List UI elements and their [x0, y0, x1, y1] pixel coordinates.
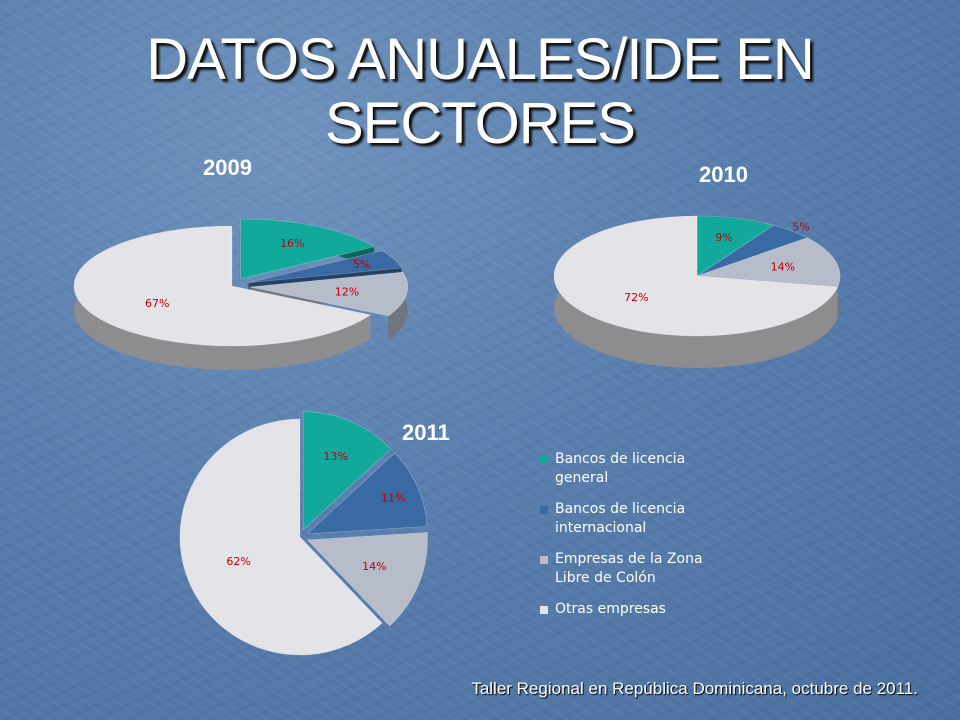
pie-2010-label-general: 9%	[715, 231, 732, 244]
pie-2011-slice-zona	[306, 532, 428, 627]
pie-2010-slice-internacional	[696, 224, 808, 277]
legend: Bancos de licencia general Bancos de lice…	[540, 450, 740, 631]
slide-title-line1: DATOS ANUALES/IDE EN	[146, 27, 815, 92]
chart-title-2009: 2009	[203, 155, 252, 180]
pie-2010-slice-zona	[696, 237, 841, 288]
pie-2011-slice-otras	[179, 418, 383, 656]
pie-2010-label-internacional: 5%	[792, 221, 809, 234]
pie-2011-slice-internacional	[306, 452, 428, 535]
pie-2011-label-internacional: 11%	[381, 491, 405, 504]
pie-2009-slice-internacional	[248, 250, 403, 284]
pie-2011-slice-general	[302, 411, 392, 531]
legend-swatch-zona	[540, 556, 548, 564]
pie-2009-label-general: 16%	[280, 237, 304, 250]
pie-2010-label-otras: 72%	[624, 291, 648, 304]
slide-title: DATOS ANUALES/IDE EN SECTORES	[0, 28, 960, 156]
pie-2010: 9% 5% 14% 72%	[553, 215, 841, 368]
pie-2011: 13% 11% 14% 62%	[179, 411, 428, 656]
footer-text: Taller Regional en República Dominicana,…	[471, 679, 918, 698]
pie-2010-label-zona: 14%	[771, 261, 795, 274]
legend-item-general: Bancos de licencia general	[540, 450, 740, 488]
pie-2009-label-zona: 12%	[335, 286, 359, 299]
legend-item-internacional: Bancos de licencia internacional	[540, 500, 740, 538]
legend-swatch-general	[540, 456, 548, 464]
pie-2010-slice-general	[696, 215, 775, 277]
chart-title-2011: 2011	[402, 420, 450, 445]
legend-item-zona: Empresas de la Zona Libre de Colón	[540, 550, 740, 588]
pie-2011-label-general: 13%	[323, 450, 347, 463]
legend-swatch-otras	[540, 606, 548, 614]
pie-2009: 16% 5% 12% 67%	[73, 218, 409, 370]
pie-2009-slice-zona	[249, 271, 409, 317]
pie-2011-label-otras: 62%	[226, 555, 250, 568]
pie-2009-label-internacional: 5%	[353, 258, 370, 271]
pie-2009-slice-otras	[73, 225, 372, 347]
pie-2010-slice-otras	[553, 215, 838, 337]
legend-item-otras: Otras empresas	[540, 600, 740, 619]
legend-swatch-internacional	[540, 506, 548, 514]
slide-title-line2: SECTORES	[324, 91, 636, 156]
legend-label-otras: Otras empresas	[555, 601, 666, 617]
legend-label-general: Bancos de licencia general	[555, 451, 686, 486]
legend-label-internacional: Bancos de licencia internacional	[555, 501, 686, 536]
pie-2009-slice-general	[240, 218, 375, 280]
chart-title-2010: 2010	[699, 162, 748, 187]
legend-label-zona: Empresas de la Zona Libre de Colón	[555, 551, 703, 586]
pie-2011-label-zona: 14%	[362, 560, 386, 573]
pie-2009-label-otras: 67%	[145, 297, 169, 310]
